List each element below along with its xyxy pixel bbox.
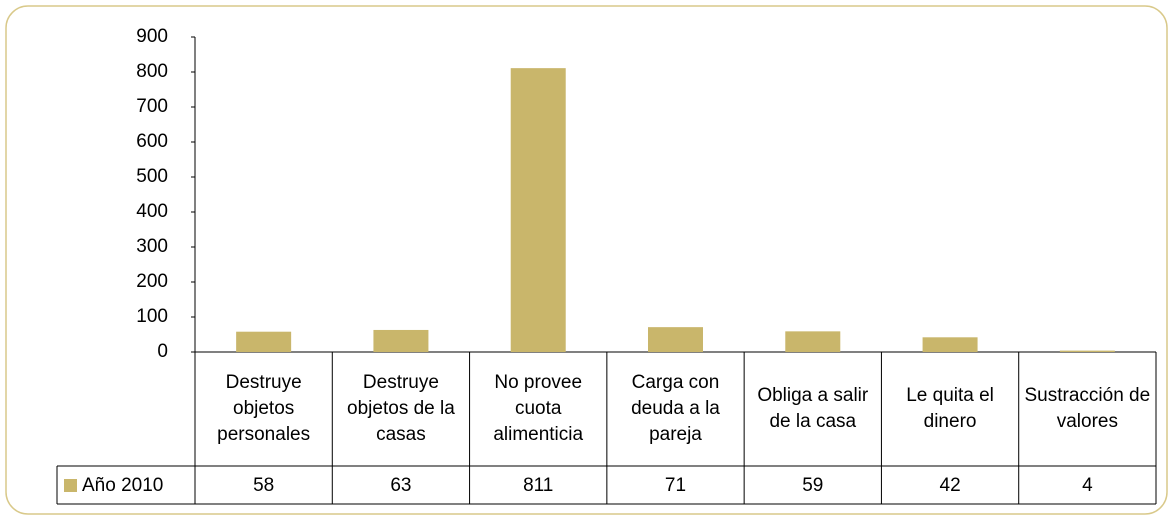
y-tick-label: 200 xyxy=(136,271,168,292)
bar xyxy=(510,68,566,353)
bar xyxy=(785,331,841,352)
x-tick-label: Sustracción de valores xyxy=(1024,385,1151,432)
y-tick-label: 800 xyxy=(136,61,168,82)
x-tick-label: Carga con deuda a la pareja xyxy=(631,372,720,445)
y-tick-label: 900 xyxy=(136,26,168,47)
y-tick-label: 0 xyxy=(157,341,168,362)
bar xyxy=(648,327,703,352)
y-tick-label: 300 xyxy=(136,236,168,257)
bar xyxy=(373,329,429,352)
table-value: 63 xyxy=(390,475,411,496)
bar xyxy=(1059,350,1115,352)
table-value: 4 xyxy=(1082,475,1093,496)
table-value: 59 xyxy=(802,475,823,496)
x-tick-label: Destruye objetos de la casas xyxy=(347,372,455,445)
y-tick-label: 700 xyxy=(136,96,168,117)
y-tick-label: 400 xyxy=(136,201,168,222)
bar xyxy=(236,331,292,352)
y-tick-label: 600 xyxy=(136,131,168,152)
bar xyxy=(922,337,978,352)
y-tick-label: 500 xyxy=(136,166,168,187)
table-value: 71 xyxy=(665,475,686,496)
x-tick-label: Obliga a salir de la casa xyxy=(757,385,869,432)
y-tick-label: 100 xyxy=(136,306,168,327)
table-value: 42 xyxy=(940,475,961,496)
x-tick-label: Le quita el dinero xyxy=(906,385,994,432)
table-value: 811 xyxy=(523,475,553,496)
x-tick-label: Destruye objetos personales xyxy=(217,372,311,445)
legend-swatch xyxy=(64,479,77,492)
x-tick-label: No provee cuota alimenticia xyxy=(493,372,584,445)
table-value: 58 xyxy=(253,475,274,496)
legend-label: Año 2010 xyxy=(82,475,163,496)
chart-border xyxy=(5,5,1168,515)
